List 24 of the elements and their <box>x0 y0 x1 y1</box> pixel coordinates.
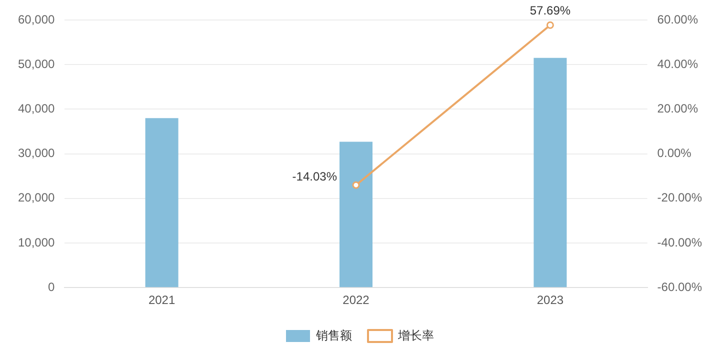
y-tick-label: 40,000 <box>18 102 56 116</box>
y-tick-label: 30,000 <box>18 146 56 160</box>
y2-tick-label: 0.00% <box>657 146 692 160</box>
bar <box>534 58 567 288</box>
y2-tick-label: 60.00% <box>657 12 698 26</box>
data-label: -14.03% <box>292 169 338 184</box>
bar <box>145 118 178 288</box>
y-tick-label: 20,000 <box>18 190 56 205</box>
y2-tick-label: -60.00% <box>657 280 702 294</box>
x-tick-label: 2023 <box>536 293 564 308</box>
x-tick-label: 2021 <box>148 293 176 308</box>
data-label: 57.69% <box>530 3 571 18</box>
y2-tick-label: -20.00% <box>657 190 702 205</box>
y-tick-label: 10,000 <box>18 235 56 250</box>
legend-label: 销售额 <box>315 328 352 342</box>
legend-label: 增长率 <box>397 328 434 342</box>
bar <box>339 142 373 288</box>
y2-tick-label: 20.00% <box>657 102 698 116</box>
y2-tick-label: 40.00% <box>657 56 698 71</box>
y2-tick-label: -40.00% <box>657 235 702 250</box>
y-tick-label: 0 <box>48 280 56 294</box>
x-tick-label: 2022 <box>342 293 370 308</box>
y-tick-label: 50,000 <box>18 56 56 71</box>
y-tick-label: 60,000 <box>18 12 56 26</box>
